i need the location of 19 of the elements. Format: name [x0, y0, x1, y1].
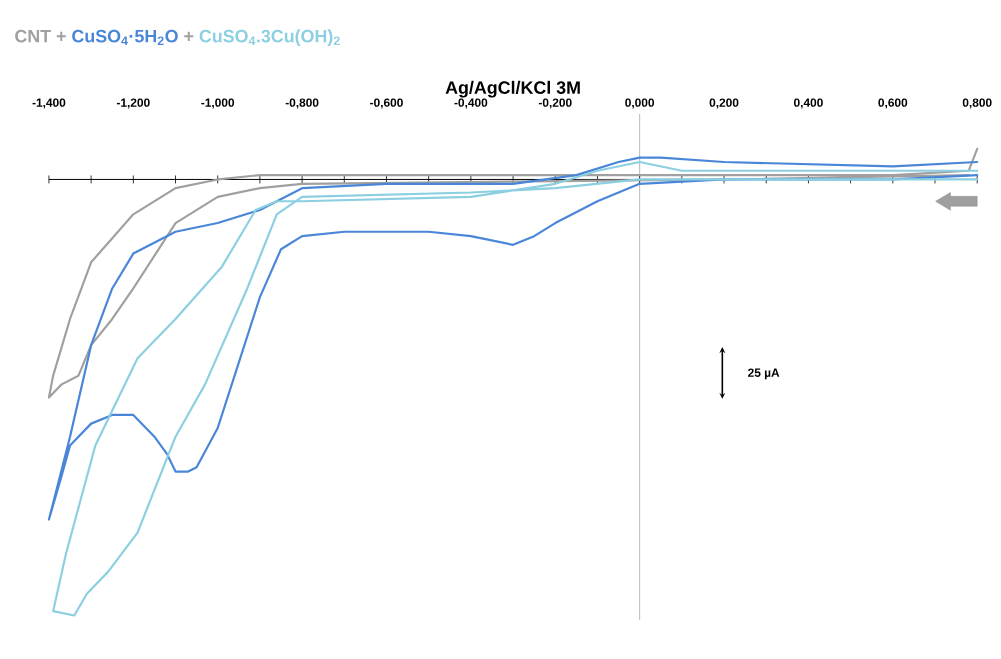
x-tick-label: -0,200 — [538, 98, 572, 109]
x-tick-label: -0,800 — [285, 98, 319, 109]
x-tick-label: -0,600 — [370, 98, 403, 109]
annotation: 25 µA — [748, 368, 780, 380]
x-tick-label: -1,200 — [116, 98, 150, 109]
text: CuSO$_{4}$.3Cu(OH)$_{2}$ — [199, 29, 340, 47]
x-tick-label: 0,200 — [709, 98, 739, 109]
x-tick-label: 0,600 — [878, 98, 908, 109]
x-tick-label: 0,000 — [625, 98, 655, 109]
x-tick-label: -0,400 — [454, 98, 488, 109]
x-tick-label: 0,800 — [962, 98, 992, 109]
text: CNT — [15, 30, 51, 43]
text: + — [56, 32, 66, 42]
x-axis-title: Ag/AgCl/KCl 3M — [445, 81, 580, 98]
text: + — [184, 32, 194, 42]
x-tick-label: 0,400 — [794, 98, 823, 109]
text: CuSO$_{4}$·5H$_{2}$O — [72, 30, 178, 46]
x-tick-label: -1,000 — [201, 98, 235, 109]
x-tick-label: -1,400 — [32, 98, 66, 109]
